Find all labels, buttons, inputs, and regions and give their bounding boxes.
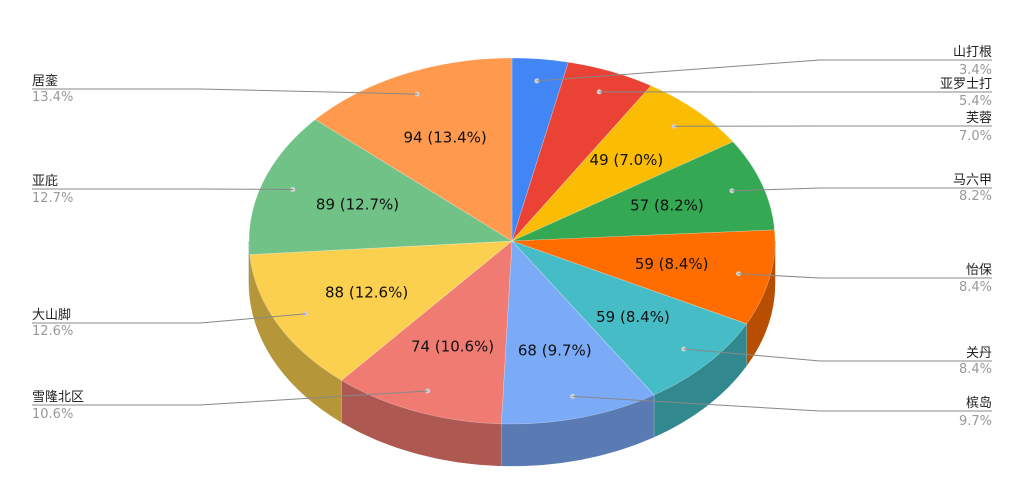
slice-value-label: 88 (12.6%)	[325, 283, 408, 301]
slice-e585b3e4b8b9[interactable]	[511, 240, 748, 396]
slice-value-label: 94 (13.4%)	[404, 129, 487, 147]
slice-e680a1e4bf9d[interactable]	[511, 229, 776, 325]
leader-line	[572, 395, 992, 412]
leader-line	[536, 59, 992, 82]
legend-label-percent: 12.7%	[32, 191, 73, 206]
slice-e9a9ace585ade794b2[interactable]	[511, 141, 775, 242]
slice-e5b185e98aae[interactable]	[314, 57, 513, 242]
slice-e6a79fe5b29b[interactable]	[501, 240, 655, 425]
slice-value-label: 57 (8.2%)	[630, 197, 704, 215]
slice-e4ba9ae7bd97e5a3abe68993[interactable]	[511, 61, 652, 242]
slice-value-label: 59 (8.4%)	[596, 308, 670, 326]
legend-label-percent: 9.7%	[959, 414, 992, 429]
legend-label-percent: 8.2%	[959, 189, 992, 204]
legend-label-name: 怡保	[966, 263, 992, 278]
legend-label-percent: 7.0%	[959, 129, 992, 144]
legend-label-name: 雪隆北区	[32, 390, 84, 405]
legend-label-percent: 12.6%	[32, 324, 73, 339]
legend-label-percent: 3.4%	[959, 63, 992, 78]
legend-label-name: 居銮	[32, 73, 58, 89]
slice-value-label: 59 (8.4%)	[635, 255, 709, 273]
slice-value-labels: 49 (7.0%)57 (8.2%)59 (8.4%)59 (8.4%)68 (…	[316, 129, 709, 360]
slice-legend-labels: 山打根3.4%亚罗士打5.4%芙蓉7.0%马六甲8.2%怡保8.4%关丹8.4%…	[32, 45, 992, 429]
leader-line	[32, 88, 418, 95]
slice-e5b1b1e68993e6a0b9[interactable]	[511, 57, 569, 242]
leader-line	[32, 313, 306, 324]
slice-value-label: 49 (7.0%)	[590, 151, 664, 169]
legend-label-percent: 8.4%	[959, 280, 992, 295]
slice-e99baae99a86e58c97e58cba[interactable]	[340, 240, 513, 425]
slice-e88a99e89389[interactable]	[511, 85, 734, 242]
leader-line	[32, 390, 428, 406]
leader-line	[731, 187, 992, 192]
leader-line	[683, 348, 992, 362]
leader-line	[738, 273, 992, 279]
slice-value-label: 74 (10.6%)	[411, 338, 494, 356]
legend-label-percent: 13.4%	[32, 90, 73, 105]
legend-label-name: 亚庇	[32, 174, 58, 189]
slice-e5a4a7e5b1b1e8849a[interactable]	[249, 240, 513, 381]
legend-label-percent: 5.4%	[959, 94, 992, 109]
legend-label-name: 亚罗士打	[940, 77, 992, 92]
legend-label-percent: 10.6%	[32, 407, 73, 422]
slice-value-label: 68 (9.7%)	[518, 341, 592, 359]
legend-label-percent: 8.4%	[959, 362, 992, 377]
legend-label-name: 槟岛	[966, 395, 992, 411]
slice-e4ba9ae5ba87[interactable]	[248, 119, 513, 255]
legend-label-name: 芙蓉	[966, 111, 992, 126]
legend-label-name: 关丹	[966, 346, 992, 361]
legend-label-name: 大山脚	[32, 307, 71, 323]
legend-label-name: 山打根	[953, 45, 992, 60]
pie-top-slices	[248, 57, 776, 425]
legend-label-name: 马六甲	[953, 173, 992, 188]
legend-leader-lines	[32, 59, 992, 412]
slice-value-label: 89 (12.7%)	[316, 196, 399, 214]
